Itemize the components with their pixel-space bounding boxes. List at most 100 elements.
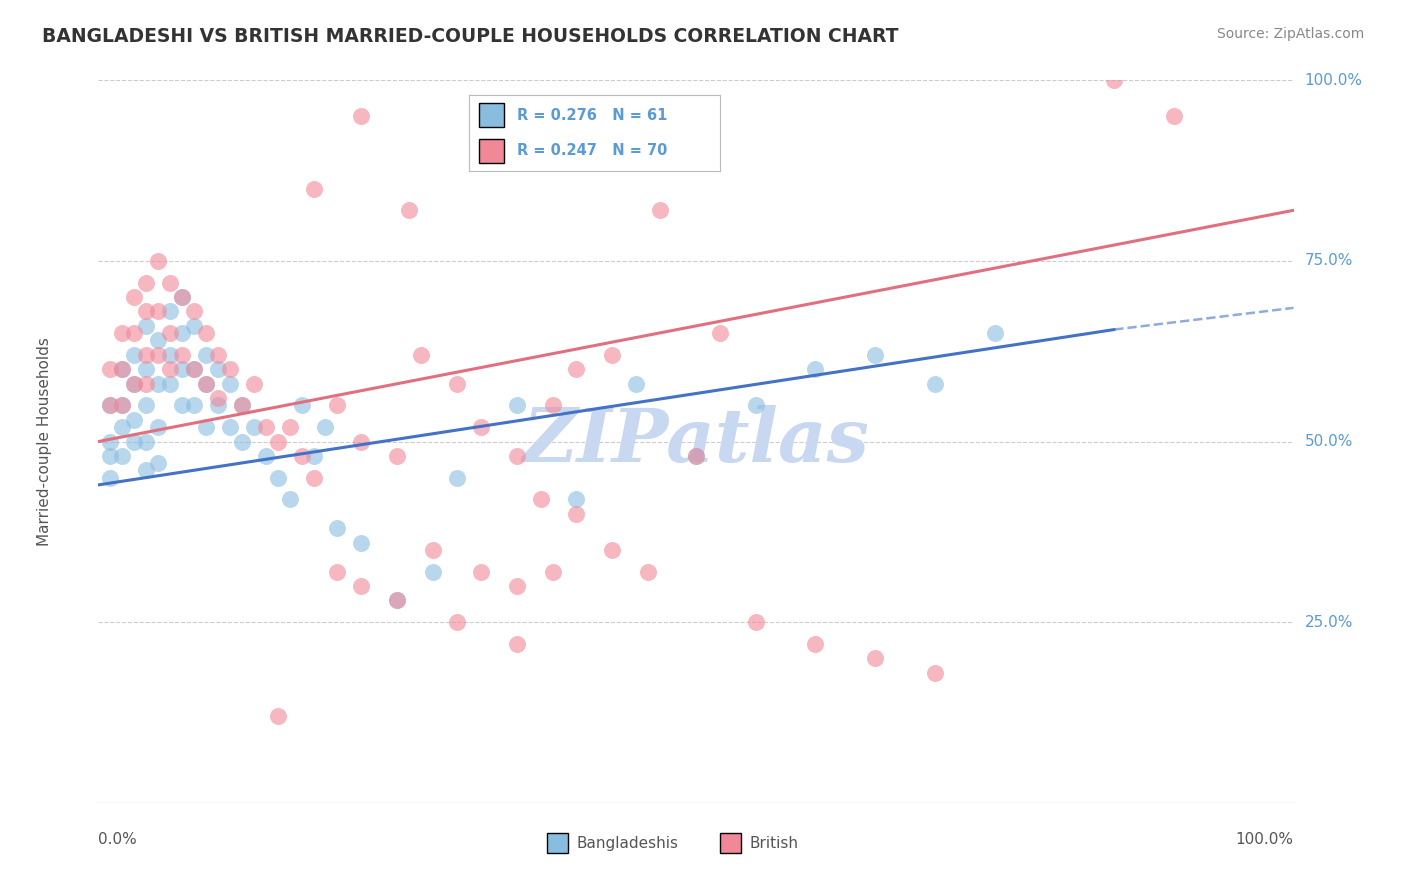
Point xyxy=(326,521,349,535)
Point xyxy=(159,304,181,318)
Text: 100.0%: 100.0% xyxy=(1236,831,1294,847)
Point xyxy=(219,362,242,376)
Point xyxy=(172,348,194,362)
Point xyxy=(709,326,731,340)
Point xyxy=(207,391,229,405)
Point xyxy=(685,449,707,463)
Point xyxy=(111,398,134,412)
Point xyxy=(278,420,301,434)
Point xyxy=(195,326,218,340)
Point xyxy=(135,376,157,391)
Point xyxy=(148,334,170,348)
Text: 0.0%: 0.0% xyxy=(98,831,138,847)
Point xyxy=(124,348,146,362)
Point xyxy=(745,398,768,412)
Point xyxy=(195,348,218,362)
Point xyxy=(924,376,946,391)
Point xyxy=(602,348,624,362)
Point xyxy=(219,376,242,391)
Point xyxy=(135,276,157,290)
Point xyxy=(159,276,181,290)
Text: Bangladeshis: Bangladeshis xyxy=(576,836,679,851)
Point xyxy=(565,492,588,507)
Point xyxy=(111,362,134,376)
Point xyxy=(183,304,205,318)
Point xyxy=(804,362,827,376)
Point xyxy=(195,376,218,391)
Point xyxy=(506,398,529,412)
Point xyxy=(243,420,266,434)
Point xyxy=(470,565,492,579)
Point xyxy=(267,434,290,449)
Point xyxy=(446,615,468,630)
Point xyxy=(648,203,672,218)
Point xyxy=(1104,73,1126,87)
Point xyxy=(411,348,433,362)
Point xyxy=(541,398,564,412)
Text: 100.0%: 100.0% xyxy=(1305,73,1362,87)
Point xyxy=(124,290,146,304)
Point xyxy=(865,651,887,665)
Text: 75.0%: 75.0% xyxy=(1305,253,1353,268)
Point xyxy=(195,376,218,391)
Point xyxy=(98,434,122,449)
Point xyxy=(446,470,468,484)
Point xyxy=(183,318,205,333)
Point xyxy=(124,434,146,449)
Point xyxy=(565,362,588,376)
Point xyxy=(350,535,373,549)
Point xyxy=(602,542,624,557)
Point xyxy=(231,434,253,449)
Point xyxy=(98,398,122,412)
Point xyxy=(135,434,157,449)
Text: Source: ZipAtlas.com: Source: ZipAtlas.com xyxy=(1216,27,1364,41)
Point xyxy=(207,362,229,376)
Point xyxy=(124,326,146,340)
Point xyxy=(1163,110,1185,124)
Point xyxy=(865,348,887,362)
Point xyxy=(984,326,1007,340)
Point xyxy=(326,565,349,579)
Point xyxy=(111,326,134,340)
Point xyxy=(172,290,194,304)
Point xyxy=(446,376,468,391)
Point xyxy=(183,398,205,412)
FancyBboxPatch shape xyxy=(547,833,568,854)
Point xyxy=(183,362,205,376)
Point xyxy=(219,420,242,434)
Point xyxy=(111,362,134,376)
Point xyxy=(637,565,659,579)
Point xyxy=(159,348,181,362)
Point xyxy=(159,362,181,376)
Point xyxy=(124,376,146,391)
Point xyxy=(135,463,157,477)
Text: 50.0%: 50.0% xyxy=(1305,434,1353,449)
Point xyxy=(350,579,373,593)
Point xyxy=(135,304,157,318)
Point xyxy=(506,449,529,463)
Point xyxy=(195,420,218,434)
Point xyxy=(254,420,277,434)
Point xyxy=(207,398,229,412)
Point xyxy=(148,456,170,470)
Point xyxy=(159,376,181,391)
Point xyxy=(135,362,157,376)
Point xyxy=(278,492,301,507)
Point xyxy=(111,398,134,412)
Point xyxy=(124,413,146,427)
Text: ZIPatlas: ZIPatlas xyxy=(523,405,869,478)
Point xyxy=(135,348,157,362)
Point xyxy=(302,449,325,463)
Point xyxy=(302,470,325,484)
Point xyxy=(231,398,253,412)
Text: Married-couple Households: Married-couple Households xyxy=(37,337,52,546)
Point xyxy=(626,376,648,391)
Point xyxy=(148,304,170,318)
FancyBboxPatch shape xyxy=(720,833,741,854)
Point xyxy=(422,565,444,579)
Point xyxy=(183,362,205,376)
Point xyxy=(924,665,946,680)
Point xyxy=(172,398,194,412)
Point xyxy=(207,348,229,362)
Point xyxy=(350,110,373,124)
